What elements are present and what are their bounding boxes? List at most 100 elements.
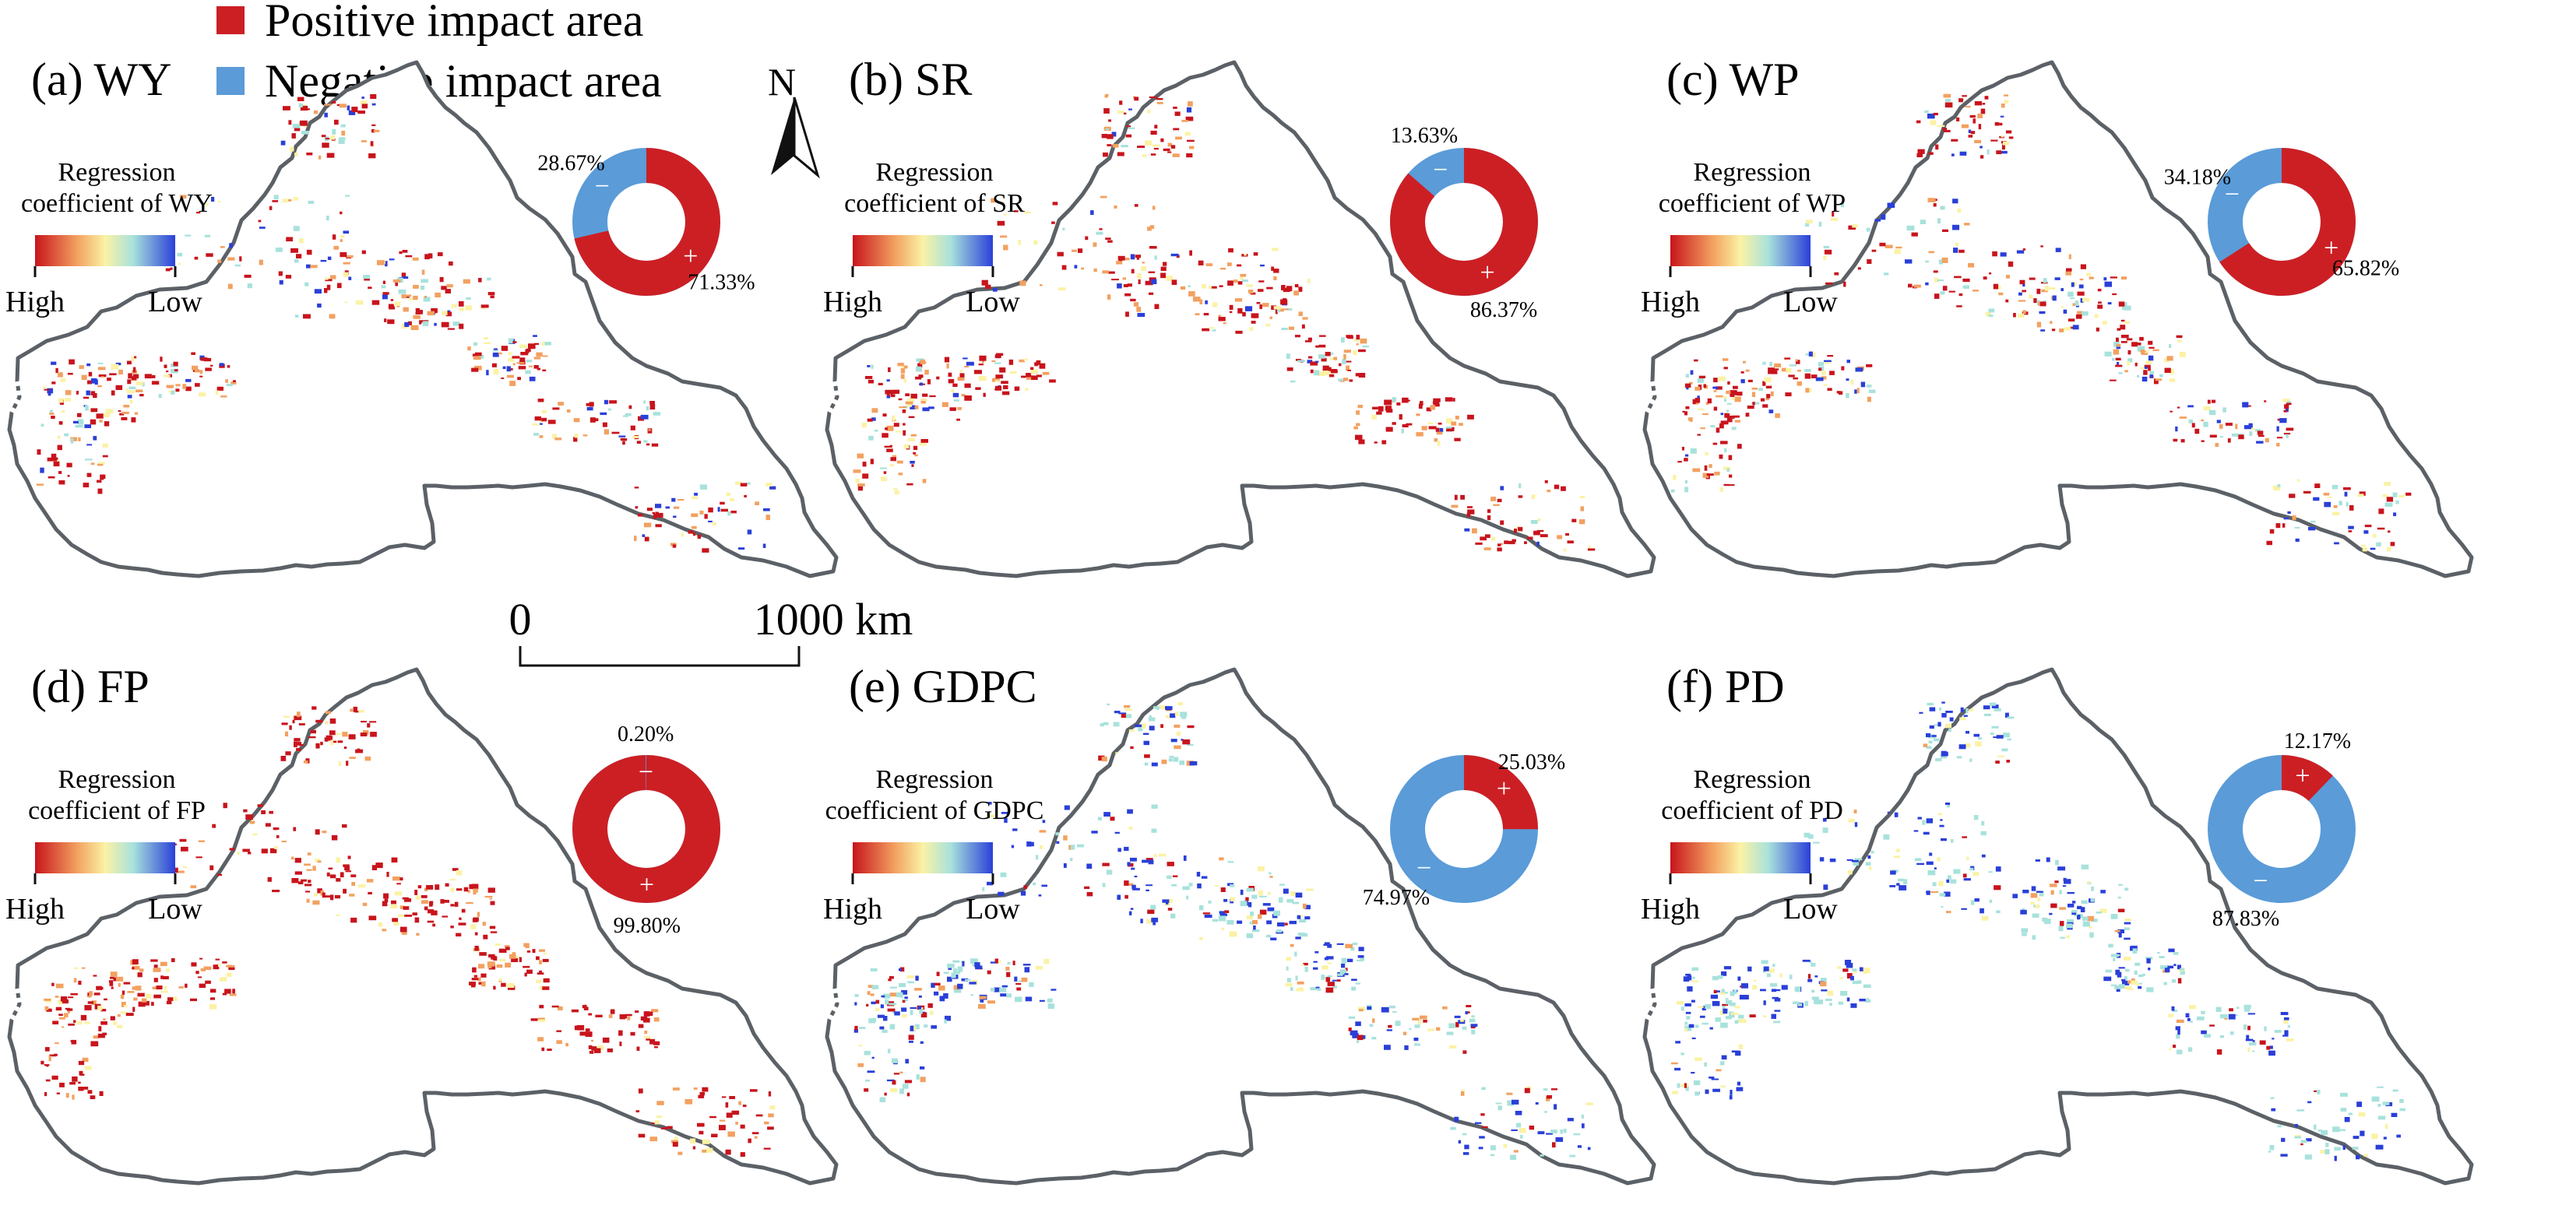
coefficient-pixel	[1454, 1116, 1459, 1122]
coefficient-pixel	[1738, 1019, 1747, 1024]
coefficient-pixel	[1997, 285, 2001, 290]
coefficient-pixel	[2087, 915, 2094, 922]
coefficient-pixel	[747, 529, 752, 535]
coefficient-pixel	[1827, 355, 1834, 357]
coefficient-pixel	[389, 258, 395, 261]
coefficient-pixel	[2037, 898, 2041, 901]
coefficient-pixel	[508, 352, 512, 356]
coefficient-pixel	[1146, 919, 1154, 924]
coefficient-pixel	[281, 722, 288, 725]
coefficient-pixel	[2149, 373, 2153, 378]
coefficient-pixel	[102, 455, 108, 458]
coefficient-pixel	[1684, 1025, 1692, 1031]
coefficient-pixel	[1712, 975, 1719, 981]
coefficient-pixel	[1259, 895, 1267, 898]
coefficient-pixel	[1134, 204, 1138, 207]
coefficient-pixel	[1168, 898, 1174, 904]
coefficient-pixel	[1152, 206, 1156, 210]
coefficient-pixel	[1727, 484, 1735, 487]
coefficient-pixel	[86, 444, 93, 446]
coefficient-pixel	[1015, 996, 1022, 1003]
coefficient-pixel	[2271, 1108, 2276, 1112]
coefficient-pixel	[1931, 735, 1937, 737]
coefficient-pixel	[1745, 413, 1750, 417]
coefficient-pixel	[1452, 398, 1455, 402]
coefficient-pixel	[474, 932, 478, 936]
coefficient-pixel	[1244, 254, 1247, 256]
coefficient-pixel	[2029, 277, 2036, 280]
coefficient-pixel	[642, 1017, 650, 1023]
coefficient-pixel	[1981, 854, 1986, 858]
coefficient-pixel	[2314, 483, 2321, 488]
coefficient-pixel	[1944, 891, 1951, 897]
coefficient-pixel	[1219, 285, 1223, 287]
coefficient-pixel	[2117, 908, 2125, 912]
coefficient-pixels	[1671, 701, 2405, 1161]
coefficient-pixel	[2164, 968, 2170, 973]
coefficient-pixel	[1999, 122, 2003, 126]
coefficient-pixel	[2040, 245, 2043, 248]
coefficient-pixel	[1478, 1147, 1483, 1150]
coefficient-pixel	[1323, 943, 1331, 946]
coefficient-pixel	[1944, 803, 1950, 805]
coefficient-pixel	[1153, 147, 1159, 150]
impact-donut: +−12.17%87.83%	[2208, 729, 2356, 931]
coefficient-pixel	[392, 918, 398, 922]
coefficient-pixel	[962, 961, 965, 967]
coefficient-pixel	[82, 1057, 89, 1063]
coefficient-pixel	[987, 881, 994, 886]
coefficient-pixel	[914, 1024, 920, 1030]
coefficient-pixels	[853, 702, 1594, 1161]
coefficient-pixel	[131, 356, 135, 362]
coefficient-pixel	[512, 363, 516, 366]
coefficient-pixel	[73, 1020, 76, 1024]
coefficient-pixel	[2062, 885, 2067, 887]
coefficient-pixel	[2248, 423, 2253, 428]
coefficient-pixel	[2071, 910, 2078, 913]
coefficient-pixel	[1286, 286, 1293, 292]
coefficient-pixel	[459, 307, 464, 311]
coefficient-pixel	[2064, 327, 2070, 331]
coefficient-pixel	[1303, 903, 1307, 909]
coefficient-pixel	[1712, 1001, 1720, 1006]
coefficient-pixel	[58, 1014, 63, 1016]
coefficient-pixel	[1758, 388, 1763, 392]
coefficient-pixel	[203, 357, 212, 362]
coefficient-pixel	[1768, 409, 1774, 413]
coefficient-pixel	[1172, 875, 1178, 877]
coefficient-pixel	[371, 124, 376, 126]
coefficient-pixel	[1090, 210, 1094, 216]
coefficient-pixel	[110, 1016, 115, 1021]
coefficient-pixel	[1751, 388, 1758, 390]
coefficient-pixel	[1883, 834, 1890, 840]
coefficient-pixel	[2269, 1045, 2273, 1049]
coefficient-pixel	[1012, 828, 1018, 831]
coefficient-pixel	[473, 356, 481, 360]
coefficient-pixel	[227, 365, 231, 368]
coefficient-pixel	[1237, 281, 1243, 285]
coefficient-pixel	[1034, 362, 1038, 367]
coefficient-pixel	[656, 1101, 664, 1105]
coefficient-pixel	[953, 985, 960, 990]
coefficient-pixel	[2332, 1126, 2340, 1133]
coefficient-pixel	[1713, 989, 1717, 993]
coefficient-pixel	[315, 859, 321, 862]
coefficient-pixel	[906, 1092, 910, 1097]
coefficient-pixel	[402, 897, 409, 900]
coefficient-pixel	[490, 295, 494, 299]
coefficient-pixel	[2378, 508, 2384, 515]
coefficient-pixel	[67, 373, 73, 375]
coefficient-pixel	[2001, 144, 2005, 150]
coefficient-pixel	[1421, 426, 1427, 430]
coefficient-pixel	[1821, 978, 1827, 982]
coefficient-pixel	[1922, 820, 1926, 825]
coefficient-pixel	[146, 993, 152, 999]
coefficient-pixel	[1694, 398, 1701, 403]
coefficient-pixel	[58, 1017, 65, 1020]
coefficient-pixel	[1265, 323, 1271, 327]
coefficient-pixel	[1928, 152, 1934, 155]
coefficient-pixel	[1727, 381, 1730, 385]
coefficient-pixel	[261, 848, 268, 854]
coefficient-pixel	[107, 378, 111, 381]
coefficient-pixel	[2201, 419, 2205, 422]
